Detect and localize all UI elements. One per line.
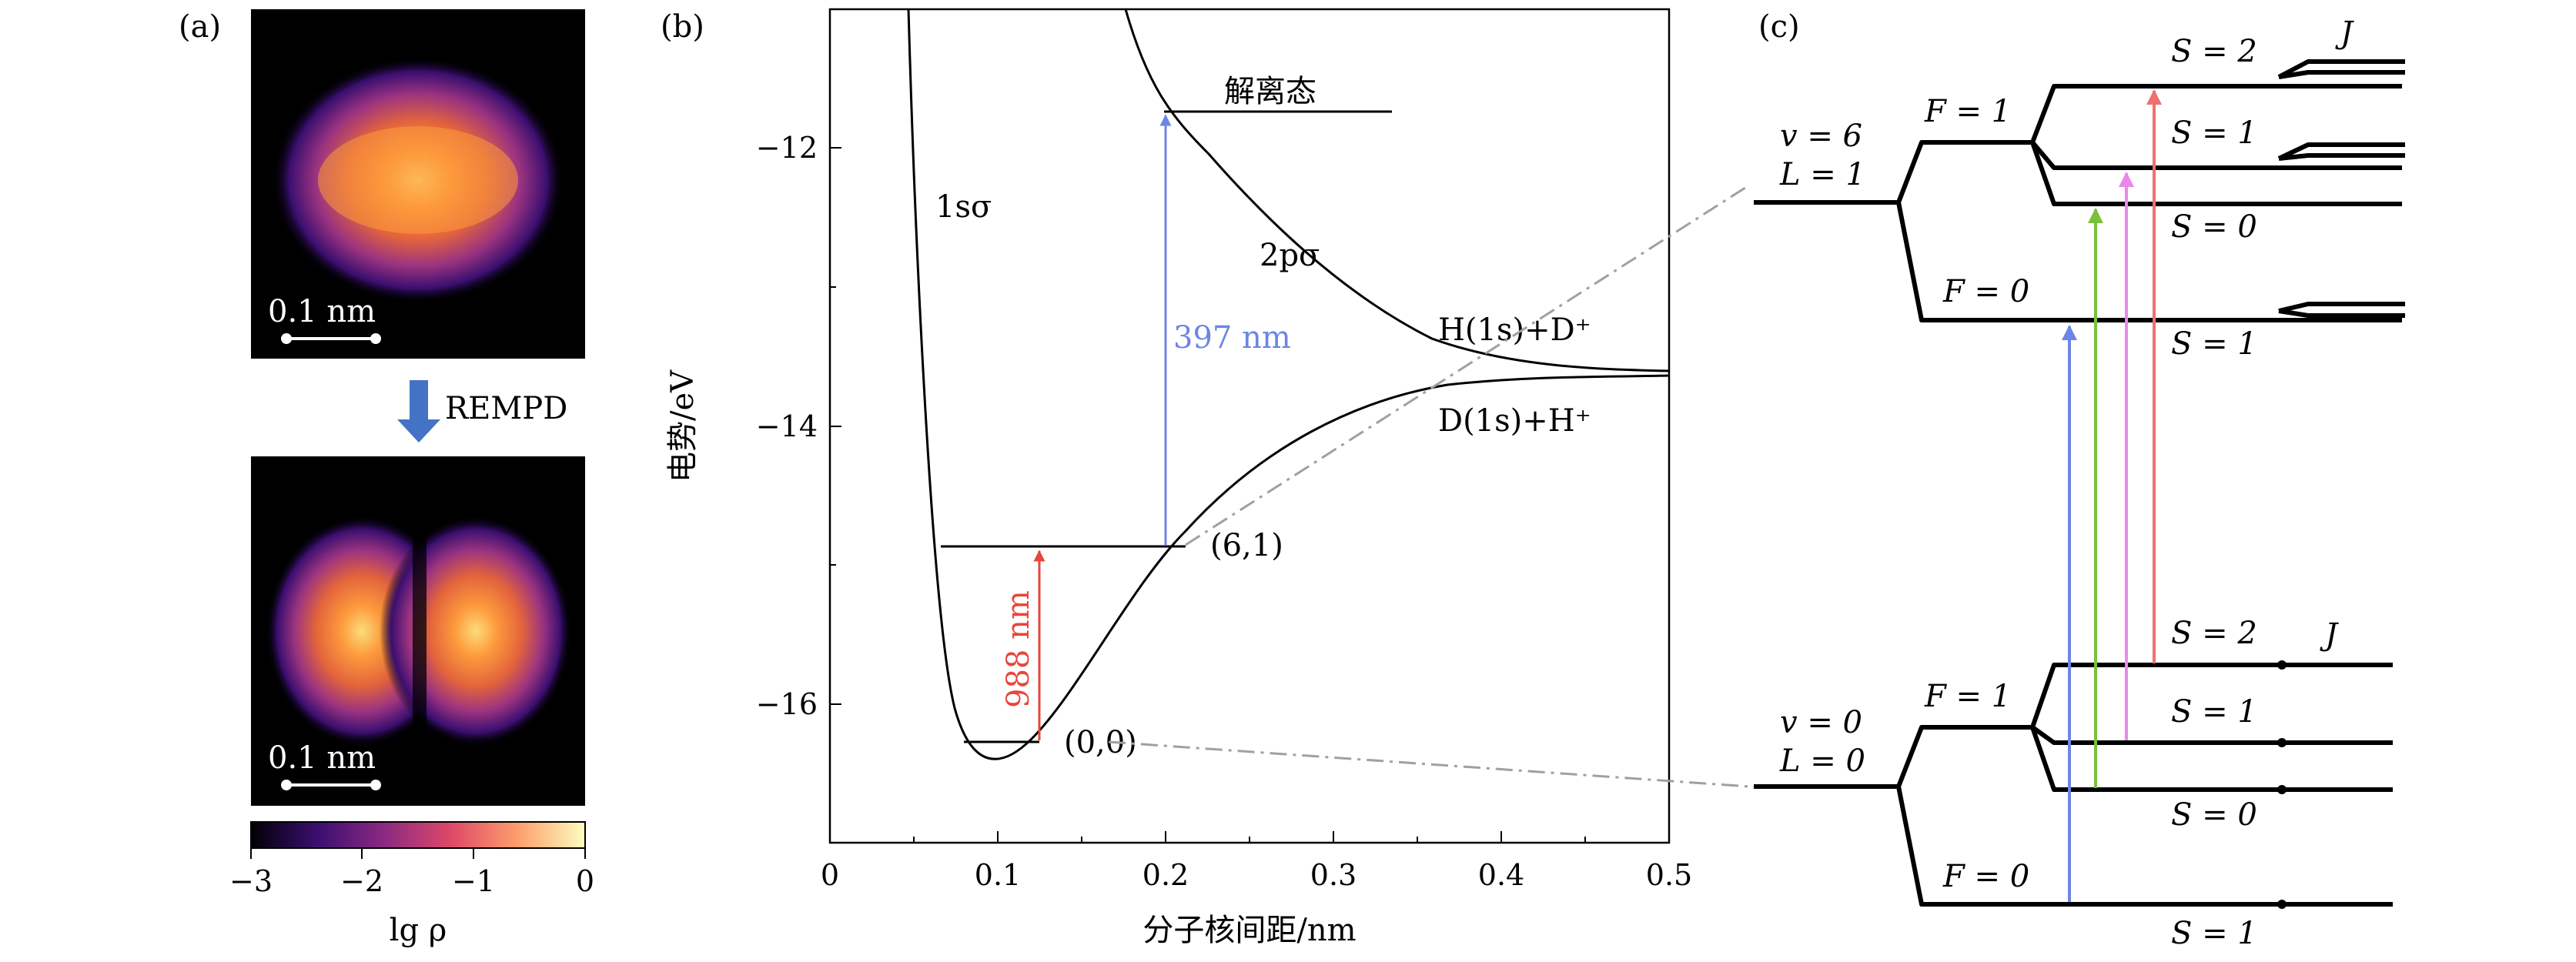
guide-line-upper — [1185, 185, 1748, 546]
scale-label-bottom: 0.1 nm — [268, 740, 376, 776]
lower-j-label: J — [2320, 617, 2339, 653]
level-label-6-1: (6,1) — [1210, 528, 1283, 563]
x-tick-label-1: 0.1 — [975, 858, 1021, 892]
lower-hyperfine-dots — [2277, 660, 2287, 909]
curve-2p-sigma — [1124, 8, 1670, 372]
down-arrow-icon — [397, 380, 440, 443]
scale-bar-bottom-end-right — [370, 780, 381, 790]
y-tick-label-2: −16 — [756, 687, 818, 721]
upper-j-label: J — [2335, 15, 2354, 51]
x-tick-label-5: 0.5 — [1646, 858, 1692, 892]
y-ticks — [830, 147, 841, 705]
upper-l-label: L = 1 — [1779, 157, 1865, 192]
upper-f1-label: F = 1 — [1924, 94, 2011, 129]
upper-s0-label: S = 0 — [2171, 209, 2257, 245]
density-node — [413, 508, 427, 754]
y-tick-label-0: −12 — [756, 131, 818, 165]
colorbar-label: lg ρ — [390, 913, 447, 948]
x-tick-label-3: 0.3 — [1310, 858, 1357, 892]
level-label-0-0: (0,0) — [1064, 725, 1137, 760]
x-tick-label-4: 0.4 — [1478, 858, 1524, 892]
colorbar-tick-1: −2 — [340, 864, 383, 898]
density-core-top — [318, 126, 518, 234]
panel-c-label: (c) — [1758, 9, 1800, 45]
colorbar — [250, 821, 586, 849]
upper-s2-label: S = 2 — [2171, 34, 2257, 69]
curve-label-1s-sigma: 1sσ — [935, 189, 992, 225]
upper-v-label: v = 6 — [1780, 119, 1862, 154]
lower-v-label: v = 0 — [1780, 705, 1862, 740]
asymptote-label-upper: H(1s)+D⁺ — [1438, 312, 1591, 348]
x-ticks — [829, 831, 1670, 843]
colorbar-tick-2: −1 — [452, 864, 495, 898]
lower-l-label: L = 0 — [1779, 743, 1865, 779]
panel-c: (c) v = 6 L = 1 F = 1 F = 0 S = 2 S = 1 … — [1754, 9, 2405, 951]
colorbar-ticks — [250, 848, 586, 859]
lower-f0-label: F = 0 — [1942, 859, 2029, 894]
guide-line-lower — [1108, 740, 1750, 788]
x-axis-label: 分子核间距/nm — [1142, 913, 1356, 948]
upper-s1b-label: S = 1 — [2171, 326, 2257, 362]
upper-s1-label: S = 1 — [2171, 115, 2257, 151]
upper-f0-label: F = 0 — [1942, 274, 2029, 309]
y-tick-label-1: −14 — [756, 409, 818, 443]
lower-s0-label: S = 0 — [2171, 797, 2257, 833]
lower-f1-label: F = 1 — [1924, 679, 2011, 714]
scale-bar-bottom-end-left — [281, 780, 292, 790]
wavelength-label-988: 988 nm — [1001, 590, 1036, 708]
lower-manifold — [1754, 663, 2393, 907]
density-lobe-right — [380, 516, 572, 747]
scale-bar-top-end-right — [370, 333, 381, 344]
lower-s1-label: S = 1 — [2171, 694, 2257, 730]
upper-manifold — [1754, 59, 2405, 322]
scale-bar-top-end-left — [281, 333, 292, 344]
y-axis-label: 电势/eV — [665, 369, 701, 483]
wavelength-label-397: 397 nm — [1173, 320, 1291, 356]
lower-s2-label: S = 2 — [2171, 616, 2257, 651]
panel-b-label: (b) — [661, 9, 704, 45]
scale-label-top: 0.1 nm — [268, 294, 376, 329]
asymptote-label-lower: D(1s)+H⁺ — [1438, 403, 1591, 439]
process-label: REMPD — [445, 391, 567, 426]
curve-label-2p-sigma: 2pσ — [1260, 238, 1320, 273]
colorbar-tick-0: −3 — [229, 864, 273, 898]
panel-b: (b) 0 0.1 0.2 0.3 0.4 0.5 分子核间距/nm — [661, 8, 1692, 948]
panel-a: (a) 0.1 nm REMPD 0.1 nm −3 −2 −1 0 — [179, 9, 594, 948]
x-tick-label-0: 0 — [821, 858, 839, 892]
x-tick-label-2: 0.2 — [1142, 858, 1189, 892]
panel-a-label: (a) — [179, 9, 221, 45]
lower-s1b-label: S = 1 — [2171, 916, 2257, 951]
colorbar-tick-3: 0 — [576, 864, 594, 898]
curve-1s-sigma — [907, 8, 1670, 760]
dissociation-label: 解离态 — [1224, 74, 1316, 109]
